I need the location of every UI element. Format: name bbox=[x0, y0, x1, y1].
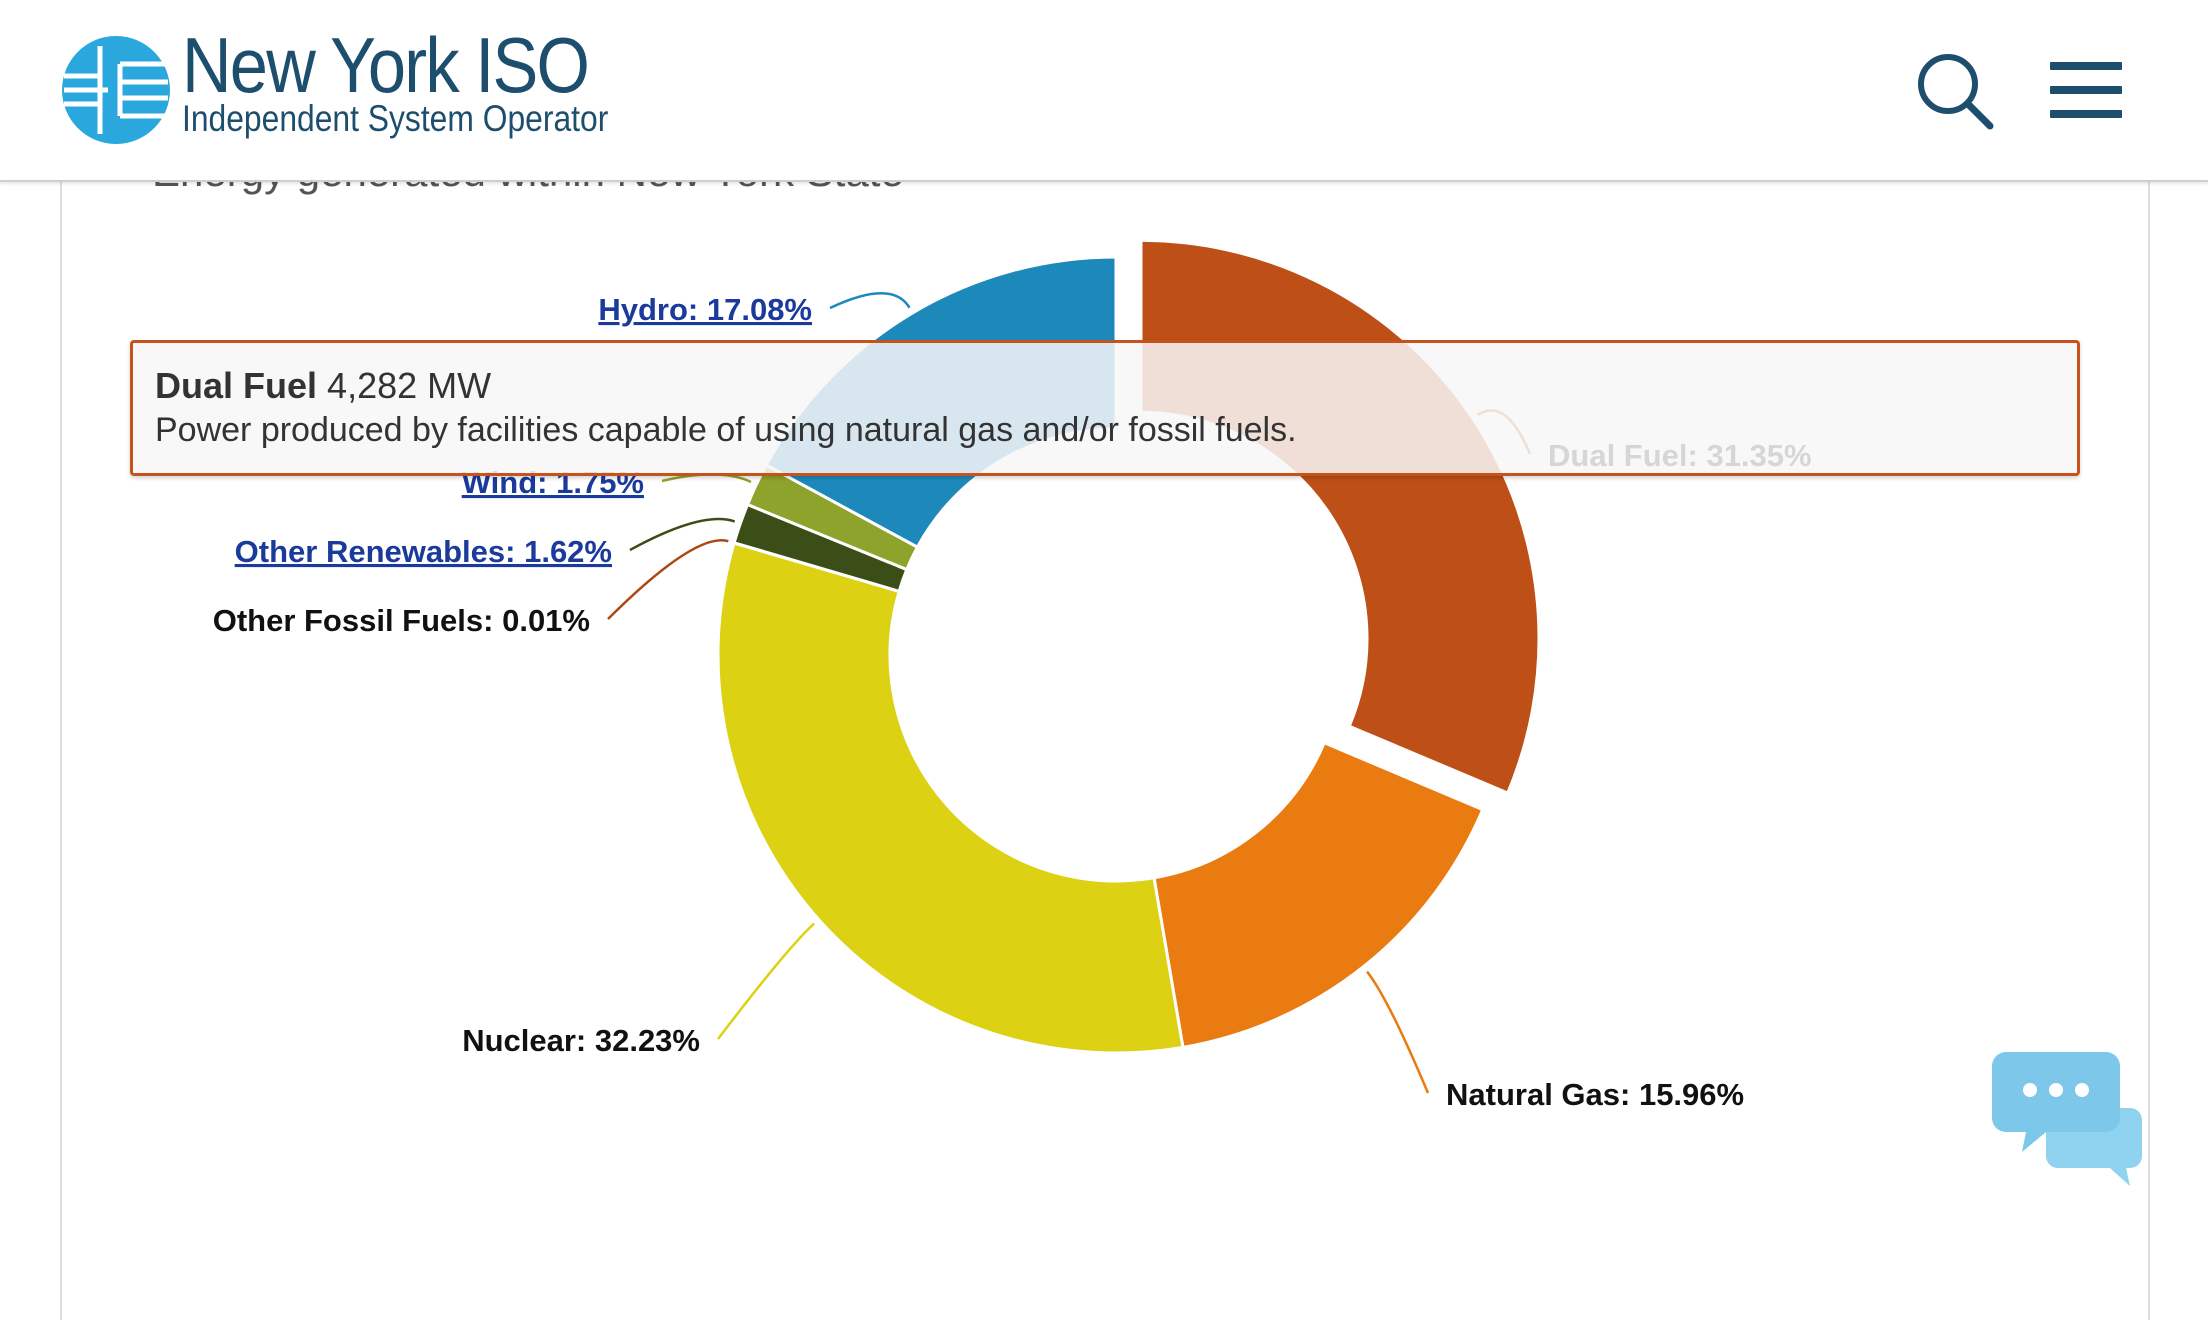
connector-other-renewables bbox=[629, 517, 736, 552]
site-header: New York ISO Independent System Operator bbox=[0, 0, 2208, 182]
tooltip-value: 4,282 MW bbox=[327, 365, 492, 406]
label-hydro[interactable]: Hydro: 17.08% bbox=[598, 292, 812, 327]
connector-other-fossil-fuels bbox=[607, 539, 729, 620]
connector-natural-gas bbox=[1366, 970, 1430, 1094]
tooltip-series-name: Dual Fuel bbox=[155, 365, 318, 406]
label-natural-gas: Natural Gas: 15.96% bbox=[1446, 1077, 1744, 1112]
logo-title[interactable]: New York ISO bbox=[182, 21, 590, 109]
label-nuclear: Nuclear: 32.23% bbox=[462, 1023, 700, 1058]
label-other-fossil-fuels: Other Fossil Fuels: 0.01% bbox=[213, 603, 590, 638]
connector-nuclear bbox=[717, 922, 816, 1040]
label-other-renewables[interactable]: Other Renewables: 1.62% bbox=[235, 534, 612, 569]
slice-dual-fuel[interactable] bbox=[1139, 238, 1541, 795]
fuel-mix-donut-chart: Dual Fuel: 31.35%Natural Gas: 15.96%Nucl… bbox=[213, 238, 1812, 1112]
search-icon[interactable] bbox=[1914, 50, 1996, 132]
hamburger-menu-icon[interactable] bbox=[2050, 62, 2126, 118]
tooltip-header: Dual Fuel 4,282 MW bbox=[155, 365, 491, 407]
tooltip-description: Power produced by facilities capable of … bbox=[155, 411, 1297, 449]
chart-tooltip: Dual Fuel 4,282 MW Power produced by fac… bbox=[130, 340, 2080, 476]
slice-natural-gas[interactable] bbox=[1152, 740, 1485, 1050]
slice-nuclear[interactable] bbox=[716, 541, 1185, 1055]
connector-hydro bbox=[829, 291, 911, 310]
nyiso-logo-icon[interactable] bbox=[60, 34, 172, 146]
chat-bubbles-icon[interactable] bbox=[1992, 1050, 2152, 1186]
logo-subtitle: Independent System Operator bbox=[182, 98, 609, 139]
